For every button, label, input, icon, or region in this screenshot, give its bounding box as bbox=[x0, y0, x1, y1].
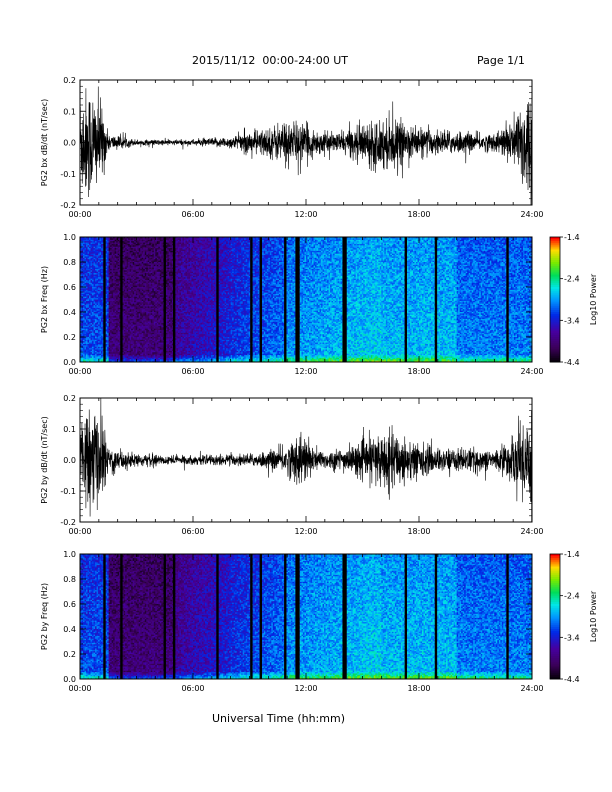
y-tick-label: 0.1 bbox=[63, 107, 76, 116]
x-tick-label: 06:00 bbox=[181, 210, 204, 219]
series-line bbox=[80, 86, 532, 206]
y-tick-label: 0.0 bbox=[63, 139, 76, 148]
x-tick-label: 12:00 bbox=[294, 210, 317, 219]
x-tick-label: 18:00 bbox=[407, 210, 430, 219]
y-tick-label: 0.2 bbox=[63, 76, 76, 85]
y-axis-title: PG2 bx dB/dt (nT/sec) bbox=[40, 99, 49, 186]
x-tick-label: 00:00 bbox=[68, 210, 91, 219]
x-tick-label: 24:00 bbox=[520, 210, 543, 219]
y-tick-label: -0.1 bbox=[60, 170, 76, 179]
spectrogram-2 bbox=[80, 237, 532, 362]
y-tick-label: -0.2 bbox=[60, 201, 76, 210]
